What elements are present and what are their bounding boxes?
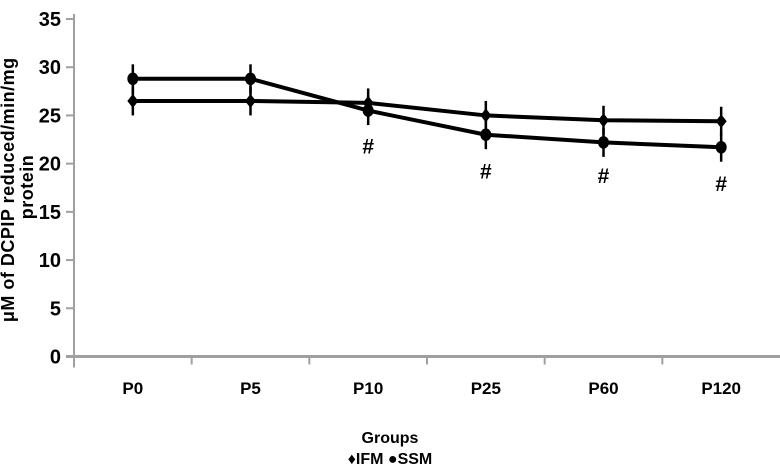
y-axis-title-line1: μM of DCPIP reduced/min/mg [0,57,18,322]
y-tick-label: 5 [50,298,61,320]
y-tick-label: 25 [39,105,61,127]
x-category-labels: P0 P5 P10 P25 P60 P120 [122,379,741,398]
series-line-ifm [132,98,722,124]
axes [66,14,780,368]
x-category-label: P0 [122,379,143,398]
y-axis-title-line2: protein [17,155,37,220]
y-tick-label: 35 [39,9,61,31]
data-point-marker-ifm [127,93,139,108]
y-tick-label: 10 [39,250,61,272]
y-tick-label: 15 [39,202,61,224]
data-point-marker-ssm [362,104,374,117]
data-point-marker-ssm [715,140,727,154]
data-point-marker-ifm [480,108,492,123]
data-point-marker-ifm [598,113,609,128]
x-category-label: P60 [588,379,618,398]
x-category-label: P25 [471,379,501,398]
series-line-ssm [132,76,722,150]
data-series [127,64,727,162]
x-category-label: P120 [701,379,741,398]
y-tick-label: 0 [50,347,61,369]
y-tick-label: 30 [39,57,61,79]
data-point-marker-ifm [715,114,727,129]
data-point-marker-ssm [127,72,139,86]
x-axis-title: Groups [362,430,419,447]
significance-hash: # [715,173,727,196]
significance-hash: # [362,135,374,158]
data-point-marker-ssm [245,72,256,86]
data-point-marker-ssm [480,128,492,142]
significance-hash: # [598,165,610,188]
chart-legend: ♦IFM ●SSM [348,451,433,468]
x-category-label: P10 [353,379,383,398]
data-point-marker-ifm [245,93,256,108]
y-tick-labels: 0 5 10 15 20 25 30 35 [39,9,61,369]
significance-marks: # # # # [362,135,727,196]
x-category-label: P5 [240,379,261,398]
y-axis-title: μM of DCPIP reduced/min/mg protein [0,52,37,322]
data-point-marker-ssm [598,136,609,149]
significance-hash: # [480,160,492,183]
y-tick-label: 20 [39,154,61,176]
